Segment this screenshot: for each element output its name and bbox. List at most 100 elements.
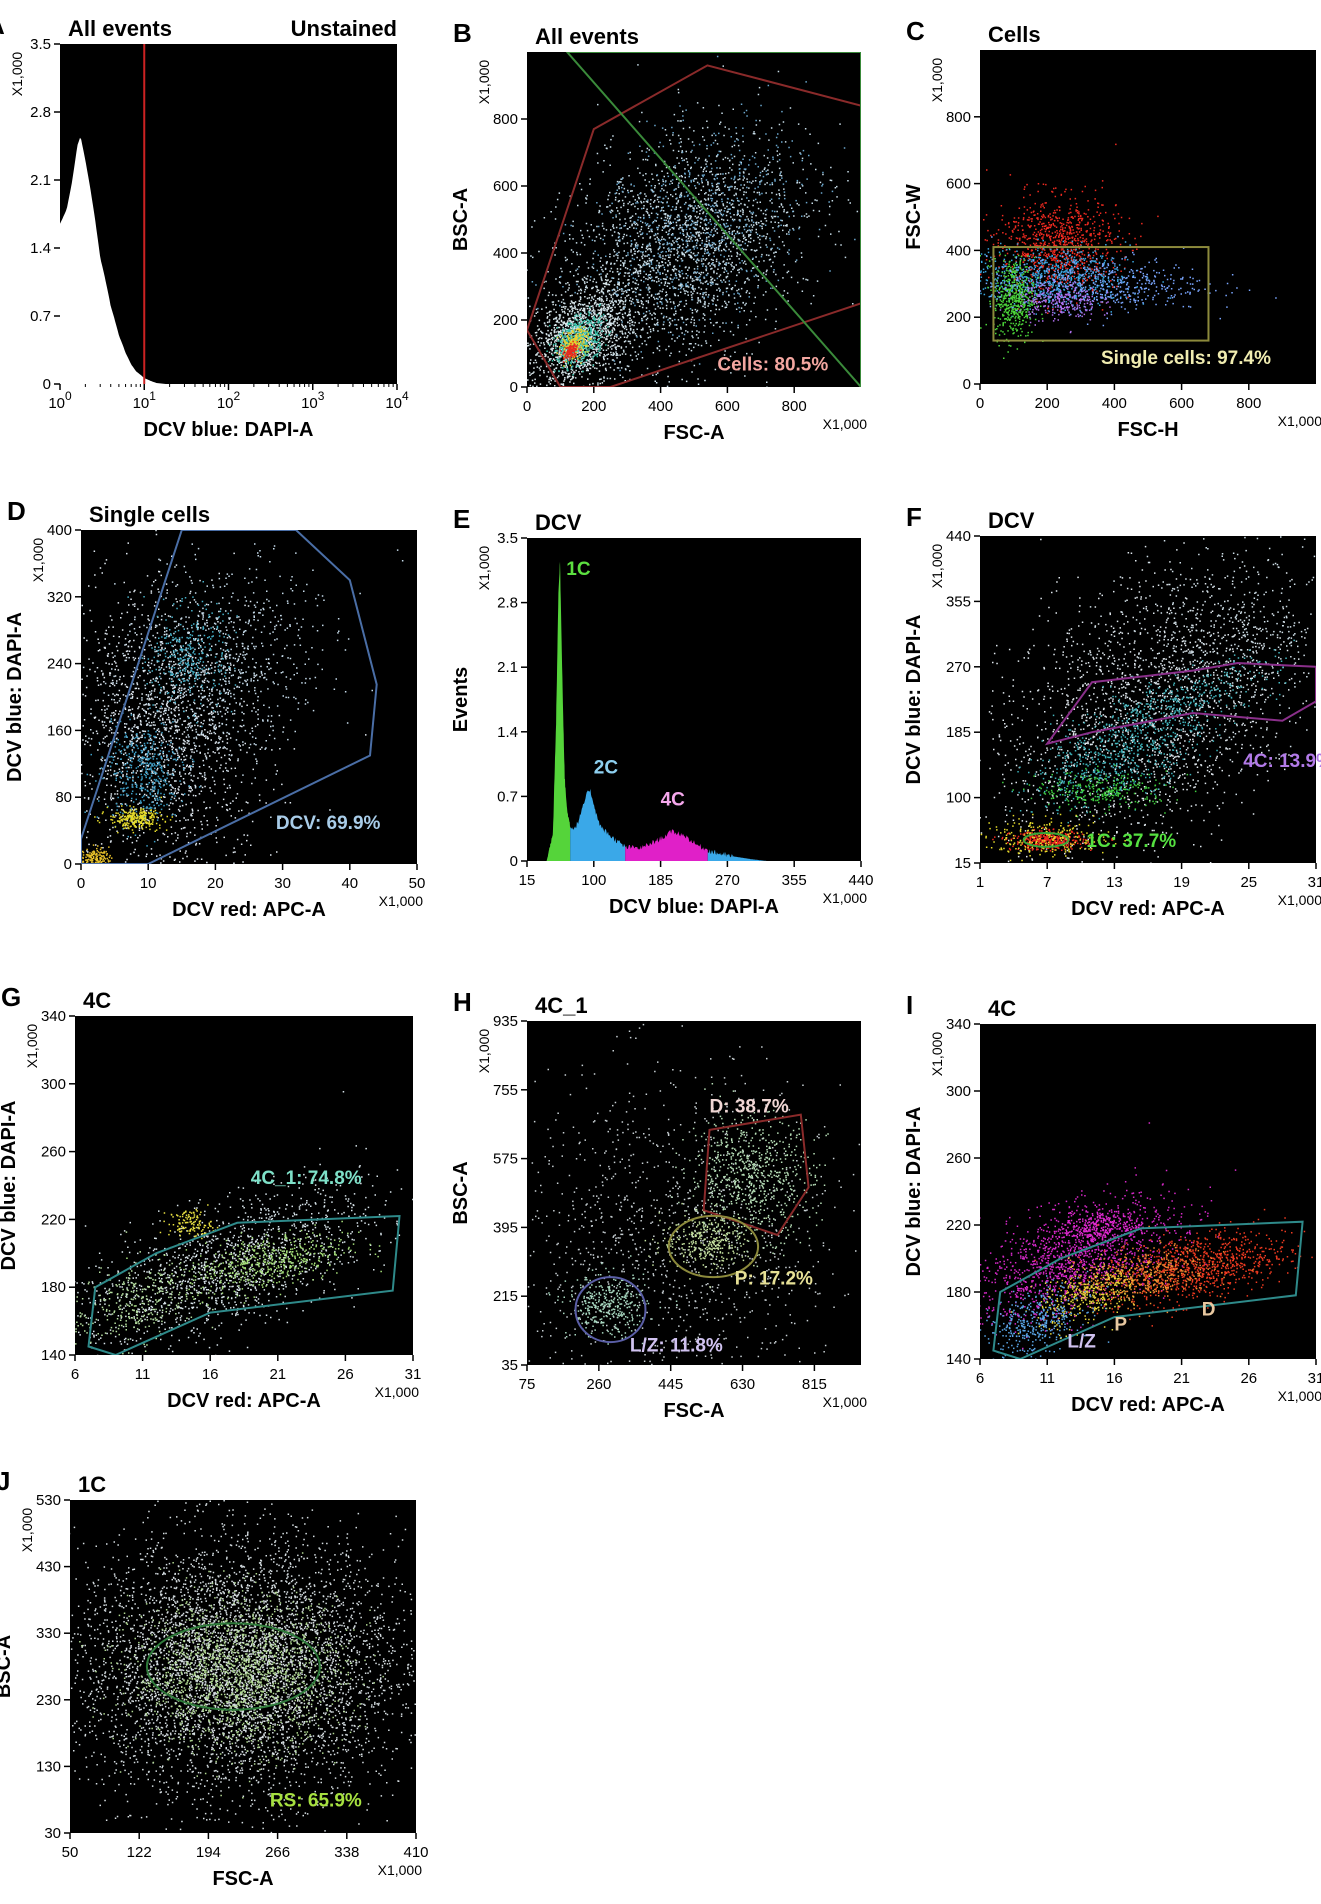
- y-axis-unit: X1,000: [929, 58, 945, 103]
- y-tick-label: 600: [946, 176, 971, 193]
- scatter-series-5: [992, 824, 1113, 852]
- x-tick-label: 1: [976, 874, 984, 891]
- y-tick-label: 400: [493, 245, 518, 262]
- gate-label: L/Z: 11.8%: [630, 1336, 723, 1357]
- x-tick-label: 16: [1106, 1370, 1123, 1387]
- y-tick-label: 130: [36, 1758, 61, 1775]
- panel-title: Single cells: [89, 502, 210, 527]
- y-tick-label: 30: [44, 1825, 61, 1842]
- scatter-points: [980, 247, 1044, 359]
- x-tick-label: 260: [586, 1376, 611, 1393]
- scatter-points: [70, 1500, 416, 1833]
- histogram-band-1: [570, 788, 626, 861]
- x-axis-label: DCV red: APC-A: [167, 1390, 321, 1412]
- x-tick-label: 0: [523, 398, 531, 415]
- panel-f: 4C: 13.9% 1C: 37.7% 1 7 13 19 25 31 15 100 185 270 3…: [903, 502, 1321, 920]
- y-tick-label: 340: [946, 1016, 971, 1033]
- y-tick-label: 35: [501, 1357, 518, 1374]
- x-tick-label: 6: [71, 1366, 79, 1383]
- x-tick-label: 7: [1043, 874, 1051, 891]
- x-tick-label: 266: [265, 1844, 290, 1861]
- plot-area: [980, 50, 1316, 384]
- scatter-series-0: [527, 262, 666, 387]
- y-axis-unit: X1,000: [30, 538, 46, 583]
- x-tick-label: 10: [140, 875, 157, 892]
- gate-polygon: [992, 1220, 1304, 1359]
- x-tick-label: 31: [405, 1366, 422, 1383]
- x-tick-label: 600: [1169, 395, 1194, 412]
- x-axis-label: FSC-A: [663, 422, 724, 444]
- x-axis-unit: X1,000: [823, 416, 868, 432]
- y-axis-unit: X1,000: [476, 60, 492, 105]
- y-tick-label: 2.8: [497, 595, 518, 612]
- gate-label: 1C: 37.7%: [1086, 831, 1176, 852]
- y-tick-label: 200: [946, 309, 971, 326]
- scatter-series-1: [79, 1552, 384, 1799]
- gate-label: 4C: 13.9%: [1243, 751, 1321, 772]
- plot-content: [980, 1122, 1313, 1359]
- panel-g: 4C_1: 74.8% 6 11 16 21 26 31 140 180 220 260 300 340…: [0, 982, 422, 1412]
- panel-i: L/Z P D 6 11 16 21 26 31 140 180 220 260 300 340 DCV re…: [903, 990, 1321, 1416]
- panel-e: 1C 2C 4C 15 100 185 270 355 440 0 0.7 1.4 2.1 2.8 3.5 D…: [450, 504, 874, 918]
- x-axis-unit: X1,000: [1278, 892, 1321, 908]
- gate-polygon: [1044, 661, 1316, 746]
- gate-label: RS: 65.9%: [270, 1790, 362, 1811]
- plot-content: [980, 143, 1277, 359]
- panel-title: DCV: [988, 508, 1035, 533]
- y-tick-label: 0.7: [497, 788, 518, 805]
- y-axis-label: Events: [0, 181, 5, 247]
- panel-h: D: 38.7% P: 17.2% L/Z: 11.8% 75 260 445 630 815…: [450, 987, 867, 1422]
- y-tick-label: 160: [47, 722, 72, 739]
- y-tick-label: 215: [493, 1288, 518, 1305]
- scatter-series-1: [82, 543, 404, 823]
- y-tick-label: 230: [36, 1692, 61, 1709]
- x-tick-label: 13: [1106, 874, 1123, 891]
- y-tick-label: 440: [946, 528, 971, 545]
- x-axis-unit: X1,000: [379, 893, 424, 909]
- scatter-points: [992, 824, 1113, 852]
- y-tick-label: 600: [493, 178, 518, 195]
- plot-area: [75, 1016, 413, 1355]
- histogram-area: [60, 137, 166, 384]
- scatter-points: [81, 844, 113, 864]
- x-tick-label: 122: [127, 1844, 152, 1861]
- y-tick-label: 3.5: [30, 36, 51, 53]
- panel-j: RS: 65.9% 50 122 194 266 338 410 30 130 230 330 430…: [0, 1466, 429, 1890]
- x-tick-label: 25: [1240, 874, 1257, 891]
- gate-ellipse: [667, 1214, 760, 1279]
- scatter-points: [79, 1552, 384, 1799]
- population-label: P: [1114, 1315, 1127, 1336]
- x-axis-label: FSC-A: [212, 1868, 273, 1890]
- y-tick-label: 80: [55, 789, 72, 806]
- x-axis-label: DCV red: APC-A: [172, 899, 326, 921]
- scatter-series-3: [1061, 1225, 1254, 1318]
- gate-polygon: [81, 530, 378, 864]
- x-tick-label: 200: [581, 398, 606, 415]
- x-axis-label: FSC-H: [1117, 419, 1178, 441]
- y-tick-label: 0: [43, 376, 51, 393]
- population-label: D: [1202, 1299, 1216, 1320]
- panel-title: Cells: [988, 22, 1041, 47]
- gate-ellipse: [1022, 831, 1070, 848]
- y-axis-label: DCV blue: DAPI-A: [903, 1107, 925, 1277]
- panel-letter: C: [906, 16, 925, 46]
- scatter-series-4: [94, 796, 174, 834]
- x-tick-label: 600: [715, 398, 740, 415]
- x-tick-label: 194: [196, 1844, 221, 1861]
- scatter-points: [559, 340, 582, 363]
- gate-rect: [992, 246, 1210, 342]
- x-tick-label: 26: [337, 1366, 354, 1383]
- x-tick-label: 102: [217, 389, 241, 412]
- gate-label: D: 38.7%: [710, 1097, 789, 1118]
- plot-area: [70, 1500, 416, 1833]
- panel-b: Cells: 80.5% 0 200 400 600 800 0 200 400 600 800 FS…: [450, 18, 868, 444]
- y-tick-label: 340: [41, 1008, 66, 1025]
- scatter-points: [1061, 1225, 1254, 1318]
- x-tick-label: 400: [1102, 395, 1127, 412]
- y-tick-label: 430: [36, 1559, 61, 1576]
- scatter-series-1: [1046, 1204, 1151, 1248]
- scatter-points: [670, 1083, 829, 1279]
- scatter-series-4: [559, 340, 582, 363]
- panel-subtitle: Unstained: [291, 16, 397, 41]
- x-axis-label: DCV blue: DAPI-A: [144, 419, 314, 441]
